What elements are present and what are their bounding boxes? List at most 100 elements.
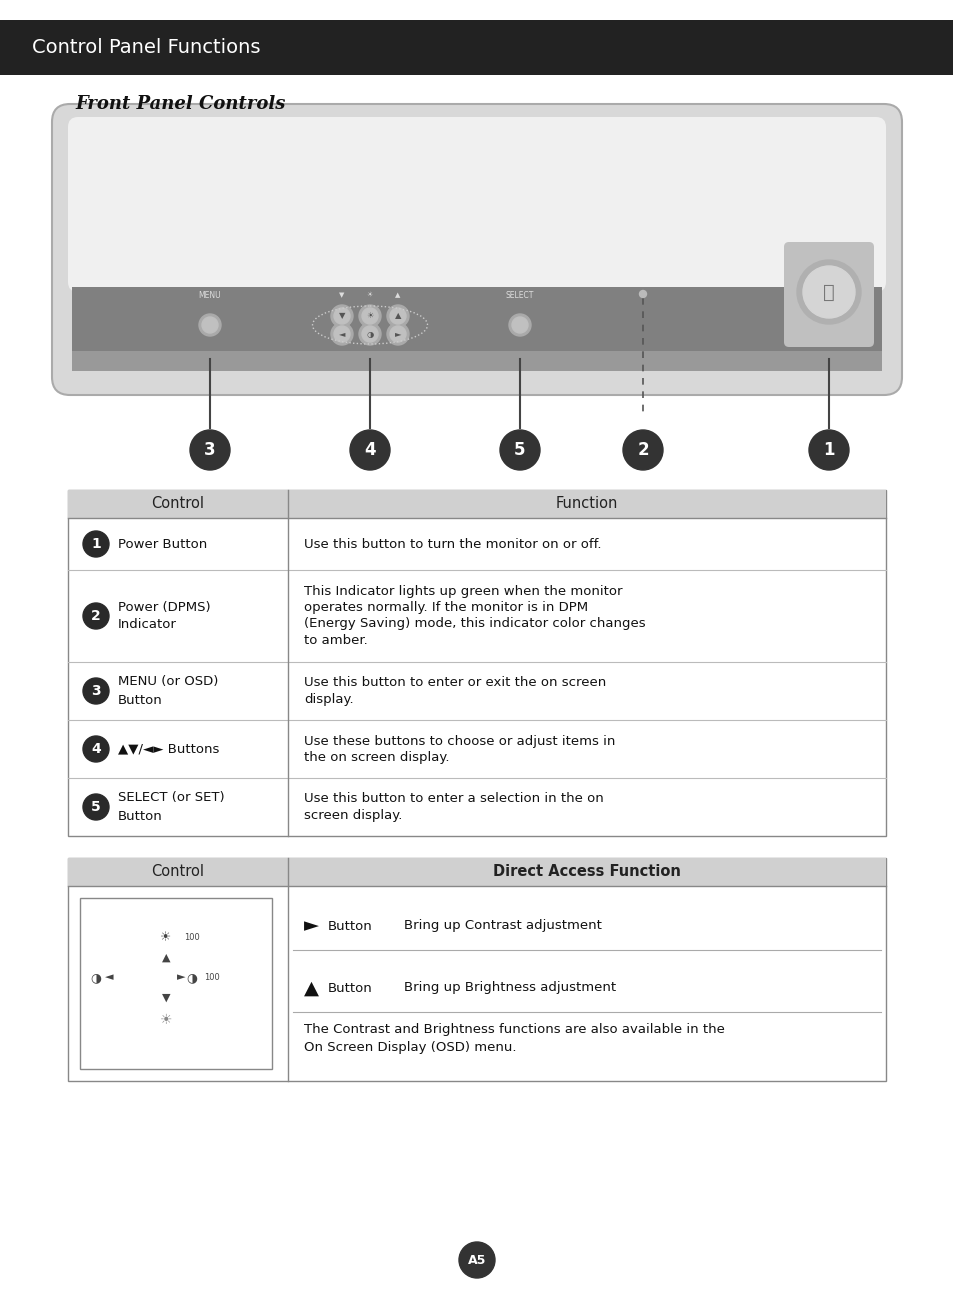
Circle shape bbox=[83, 603, 109, 629]
Text: This Indicator lights up green when the monitor: This Indicator lights up green when the … bbox=[304, 586, 622, 599]
FancyBboxPatch shape bbox=[71, 351, 882, 371]
Circle shape bbox=[639, 291, 646, 298]
Bar bbox=[68, 857, 885, 886]
Circle shape bbox=[331, 305, 353, 328]
Circle shape bbox=[83, 531, 109, 557]
Text: ◑: ◑ bbox=[187, 971, 197, 984]
Text: ◄: ◄ bbox=[338, 329, 345, 338]
Text: MENU: MENU bbox=[198, 291, 221, 300]
Text: Power (DPMS): Power (DPMS) bbox=[118, 600, 211, 613]
Circle shape bbox=[390, 326, 406, 342]
Text: ☀: ☀ bbox=[367, 292, 373, 298]
Text: ▲: ▲ bbox=[162, 953, 170, 963]
Text: ►: ► bbox=[304, 916, 318, 936]
Circle shape bbox=[390, 308, 406, 324]
Text: ☀: ☀ bbox=[159, 1013, 172, 1027]
Text: 3: 3 bbox=[204, 441, 215, 459]
Text: Use these buttons to choose or adjust items in: Use these buttons to choose or adjust it… bbox=[304, 735, 615, 748]
Text: Use this button to enter a selection in the on: Use this button to enter a selection in … bbox=[304, 792, 603, 805]
FancyBboxPatch shape bbox=[52, 104, 901, 395]
Text: MENU (or OSD): MENU (or OSD) bbox=[118, 676, 218, 689]
Circle shape bbox=[361, 308, 377, 324]
Text: Bring up Brightness adjustment: Bring up Brightness adjustment bbox=[403, 981, 616, 994]
FancyBboxPatch shape bbox=[68, 117, 885, 292]
Circle shape bbox=[83, 679, 109, 703]
Text: 100: 100 bbox=[204, 974, 219, 981]
Circle shape bbox=[387, 305, 409, 328]
Text: Control: Control bbox=[152, 496, 204, 512]
Circle shape bbox=[512, 317, 527, 333]
Circle shape bbox=[622, 431, 662, 470]
Text: 4: 4 bbox=[364, 441, 375, 459]
Text: 4: 4 bbox=[91, 743, 101, 756]
Text: ►: ► bbox=[395, 329, 401, 338]
Text: ◄: ◄ bbox=[105, 972, 113, 983]
Circle shape bbox=[199, 315, 221, 335]
Bar bbox=[68, 489, 885, 518]
Text: screen display.: screen display. bbox=[304, 809, 402, 822]
Text: ▲: ▲ bbox=[395, 312, 401, 321]
Text: The Contrast and Brightness functions are also available in the: The Contrast and Brightness functions ar… bbox=[304, 1023, 724, 1036]
Text: ▲: ▲ bbox=[304, 979, 318, 997]
Text: the on screen display.: the on screen display. bbox=[304, 750, 449, 763]
Circle shape bbox=[802, 266, 854, 318]
Text: display.: display. bbox=[304, 693, 354, 706]
Text: ⏻: ⏻ bbox=[822, 282, 834, 301]
Circle shape bbox=[190, 431, 230, 470]
Circle shape bbox=[331, 324, 353, 345]
Text: Direct Access Function: Direct Access Function bbox=[493, 864, 680, 880]
Text: Control Panel Functions: Control Panel Functions bbox=[32, 38, 260, 57]
Bar bbox=[68, 489, 885, 837]
Bar bbox=[80, 898, 272, 1069]
Circle shape bbox=[83, 736, 109, 762]
Text: ☀: ☀ bbox=[160, 930, 172, 944]
Text: ▼: ▼ bbox=[338, 312, 345, 321]
Text: Function: Function bbox=[556, 496, 618, 512]
Text: 5: 5 bbox=[91, 800, 101, 814]
Text: Indicator: Indicator bbox=[118, 619, 176, 632]
Text: 2: 2 bbox=[91, 609, 101, 622]
Text: ▲▼/◄► Buttons: ▲▼/◄► Buttons bbox=[118, 743, 219, 756]
Text: (Energy Saving) mode, this indicator color changes: (Energy Saving) mode, this indicator col… bbox=[304, 617, 645, 630]
Text: ▲: ▲ bbox=[395, 292, 400, 298]
Text: 2: 2 bbox=[637, 441, 648, 459]
Text: SELECT: SELECT bbox=[505, 291, 534, 300]
Text: 5: 5 bbox=[514, 441, 525, 459]
Bar bbox=[0, 20, 953, 74]
Text: Control: Control bbox=[152, 864, 204, 880]
Text: Button: Button bbox=[118, 693, 163, 706]
Text: ☀: ☀ bbox=[366, 312, 374, 321]
Circle shape bbox=[361, 326, 377, 342]
Circle shape bbox=[334, 308, 350, 324]
FancyBboxPatch shape bbox=[783, 241, 873, 347]
Text: Use this button to enter or exit the on screen: Use this button to enter or exit the on … bbox=[304, 676, 605, 689]
Circle shape bbox=[387, 324, 409, 345]
Text: ◑: ◑ bbox=[91, 971, 101, 984]
Text: 1: 1 bbox=[91, 536, 101, 551]
Circle shape bbox=[358, 305, 380, 328]
Circle shape bbox=[358, 324, 380, 345]
Text: On Screen Display (OSD) menu.: On Screen Display (OSD) menu. bbox=[304, 1040, 516, 1053]
Text: Front Panel Controls: Front Panel Controls bbox=[75, 95, 285, 114]
Text: Power Button: Power Button bbox=[118, 538, 207, 551]
Text: Use this button to turn the monitor on or off.: Use this button to turn the monitor on o… bbox=[304, 538, 601, 551]
Circle shape bbox=[808, 431, 848, 470]
Text: to amber.: to amber. bbox=[304, 633, 367, 646]
Text: Button: Button bbox=[328, 920, 373, 933]
Circle shape bbox=[458, 1242, 495, 1278]
Text: Bring up Contrast adjustment: Bring up Contrast adjustment bbox=[403, 920, 601, 933]
Circle shape bbox=[509, 315, 531, 335]
Text: ▼: ▼ bbox=[339, 292, 344, 298]
Text: SELECT (or SET): SELECT (or SET) bbox=[118, 792, 224, 804]
Text: 3: 3 bbox=[91, 684, 101, 698]
Text: 1: 1 bbox=[822, 441, 834, 459]
Circle shape bbox=[83, 793, 109, 820]
Bar bbox=[68, 857, 885, 1081]
Text: Button: Button bbox=[118, 809, 163, 822]
Text: operates normally. If the monitor is in DPM: operates normally. If the monitor is in … bbox=[304, 602, 587, 615]
Bar bbox=[71, 287, 882, 359]
Text: 100: 100 bbox=[184, 933, 199, 942]
Text: ►: ► bbox=[176, 972, 185, 983]
Circle shape bbox=[796, 260, 861, 324]
Circle shape bbox=[202, 317, 218, 333]
